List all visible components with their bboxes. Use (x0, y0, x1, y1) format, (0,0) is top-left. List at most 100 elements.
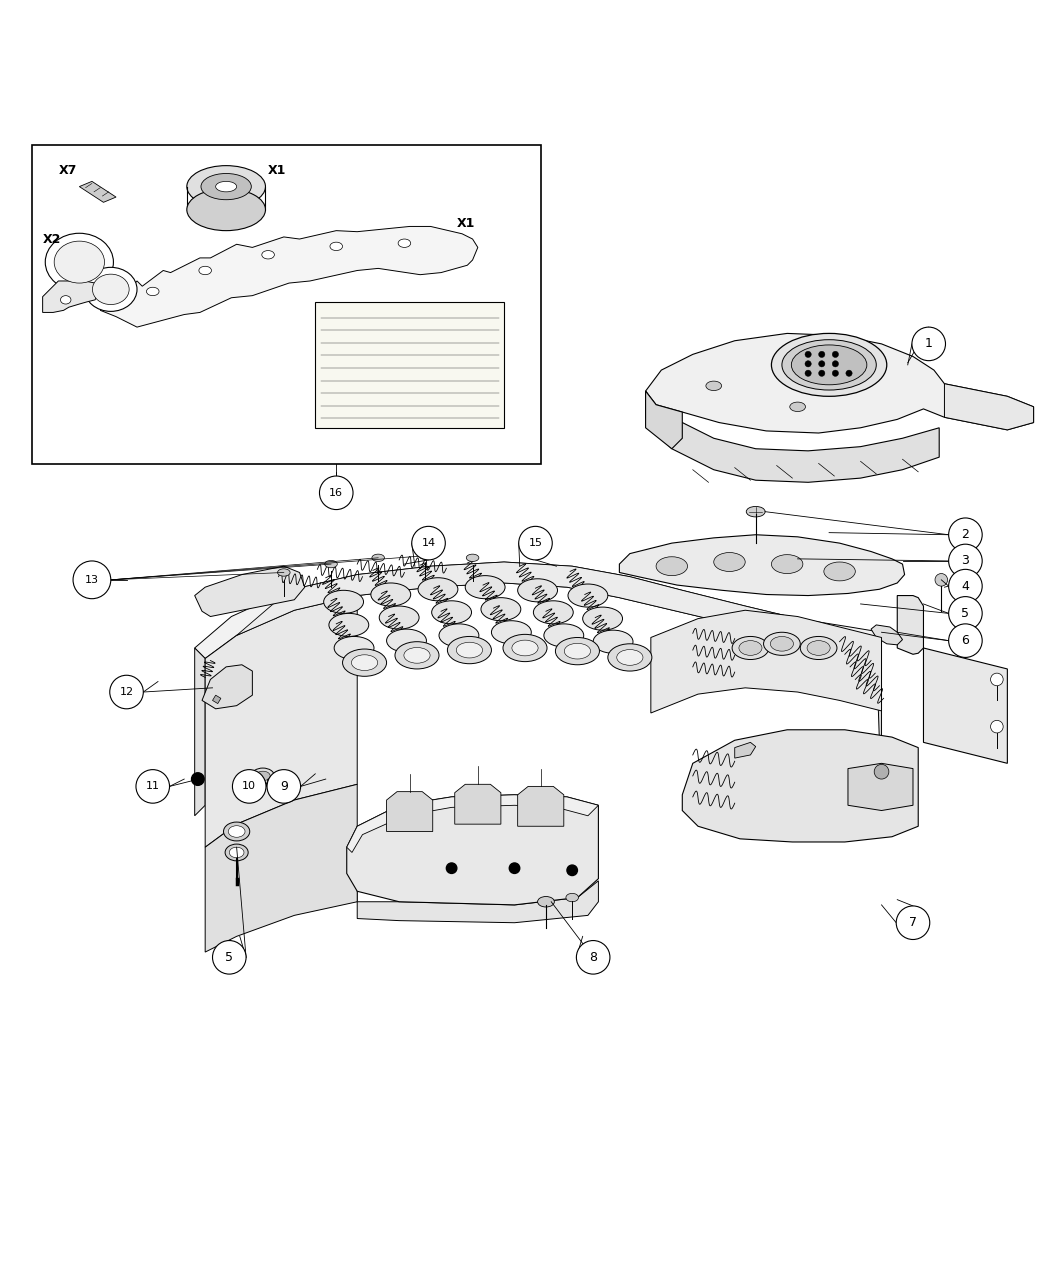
Ellipse shape (342, 649, 386, 676)
Circle shape (833, 351, 839, 357)
Ellipse shape (608, 644, 652, 671)
Polygon shape (346, 794, 598, 853)
Ellipse shape (146, 287, 159, 296)
Polygon shape (923, 648, 1007, 764)
Circle shape (319, 476, 353, 510)
Ellipse shape (228, 826, 245, 838)
Polygon shape (205, 784, 357, 952)
Text: 5: 5 (226, 951, 233, 964)
Polygon shape (346, 831, 399, 901)
Circle shape (267, 770, 300, 803)
Circle shape (567, 864, 578, 876)
Ellipse shape (352, 655, 378, 671)
Ellipse shape (224, 822, 250, 842)
Circle shape (110, 676, 143, 709)
Circle shape (819, 351, 825, 357)
Polygon shape (194, 566, 304, 617)
Ellipse shape (792, 346, 867, 385)
Text: X1: X1 (457, 217, 476, 230)
Ellipse shape (771, 636, 794, 652)
Ellipse shape (807, 640, 831, 655)
Ellipse shape (255, 771, 270, 780)
Polygon shape (620, 534, 905, 595)
Ellipse shape (85, 268, 136, 311)
Ellipse shape (555, 638, 600, 664)
Text: 13: 13 (85, 575, 99, 585)
Circle shape (948, 570, 982, 603)
Ellipse shape (334, 636, 374, 659)
Ellipse shape (583, 607, 623, 630)
Circle shape (948, 623, 982, 658)
Ellipse shape (229, 847, 244, 858)
Text: 15: 15 (528, 538, 543, 548)
Ellipse shape (201, 173, 251, 200)
Circle shape (833, 361, 839, 367)
Polygon shape (194, 562, 882, 658)
Ellipse shape (491, 621, 531, 644)
Polygon shape (101, 227, 478, 328)
Ellipse shape (329, 613, 369, 636)
Circle shape (897, 907, 929, 940)
Ellipse shape (418, 578, 458, 601)
Polygon shape (455, 784, 501, 824)
Ellipse shape (503, 635, 547, 662)
Ellipse shape (790, 402, 805, 412)
Text: 11: 11 (146, 782, 160, 792)
Circle shape (519, 527, 552, 560)
Ellipse shape (398, 238, 411, 247)
Polygon shape (346, 794, 598, 905)
Ellipse shape (395, 641, 439, 669)
Ellipse shape (538, 896, 554, 907)
Ellipse shape (323, 590, 363, 613)
Polygon shape (877, 632, 882, 806)
Ellipse shape (800, 636, 837, 659)
Circle shape (212, 941, 246, 974)
Text: 14: 14 (421, 538, 436, 548)
Ellipse shape (215, 181, 236, 191)
Ellipse shape (512, 640, 538, 655)
Ellipse shape (386, 629, 426, 653)
Polygon shape (357, 881, 598, 923)
Ellipse shape (55, 241, 105, 283)
Ellipse shape (447, 636, 491, 664)
Circle shape (819, 361, 825, 367)
Circle shape (934, 574, 947, 586)
Circle shape (74, 561, 111, 599)
Polygon shape (386, 792, 433, 831)
Ellipse shape (564, 644, 590, 659)
Circle shape (446, 863, 457, 873)
Circle shape (846, 370, 853, 376)
Polygon shape (651, 611, 882, 713)
Circle shape (576, 941, 610, 974)
Ellipse shape (518, 579, 558, 602)
Ellipse shape (92, 274, 129, 305)
Ellipse shape (187, 166, 266, 208)
Text: 5: 5 (962, 607, 969, 620)
Circle shape (191, 773, 204, 785)
Circle shape (948, 597, 982, 630)
Circle shape (412, 527, 445, 560)
Polygon shape (848, 764, 914, 811)
Ellipse shape (533, 601, 573, 623)
Text: X1: X1 (268, 164, 287, 177)
Polygon shape (646, 391, 682, 449)
Ellipse shape (732, 636, 769, 659)
Ellipse shape (251, 768, 274, 784)
Circle shape (912, 328, 945, 361)
Ellipse shape (656, 557, 688, 575)
Ellipse shape (824, 562, 856, 581)
Polygon shape (898, 595, 923, 654)
Ellipse shape (419, 552, 432, 560)
Circle shape (135, 770, 169, 803)
Text: 8: 8 (589, 951, 597, 964)
Circle shape (232, 770, 266, 803)
Ellipse shape (544, 623, 584, 646)
Circle shape (875, 765, 889, 779)
Polygon shape (205, 595, 357, 847)
Ellipse shape (739, 640, 762, 655)
Ellipse shape (45, 233, 113, 291)
Circle shape (990, 673, 1003, 686)
Ellipse shape (593, 630, 633, 653)
Circle shape (948, 518, 982, 552)
Ellipse shape (439, 623, 479, 646)
